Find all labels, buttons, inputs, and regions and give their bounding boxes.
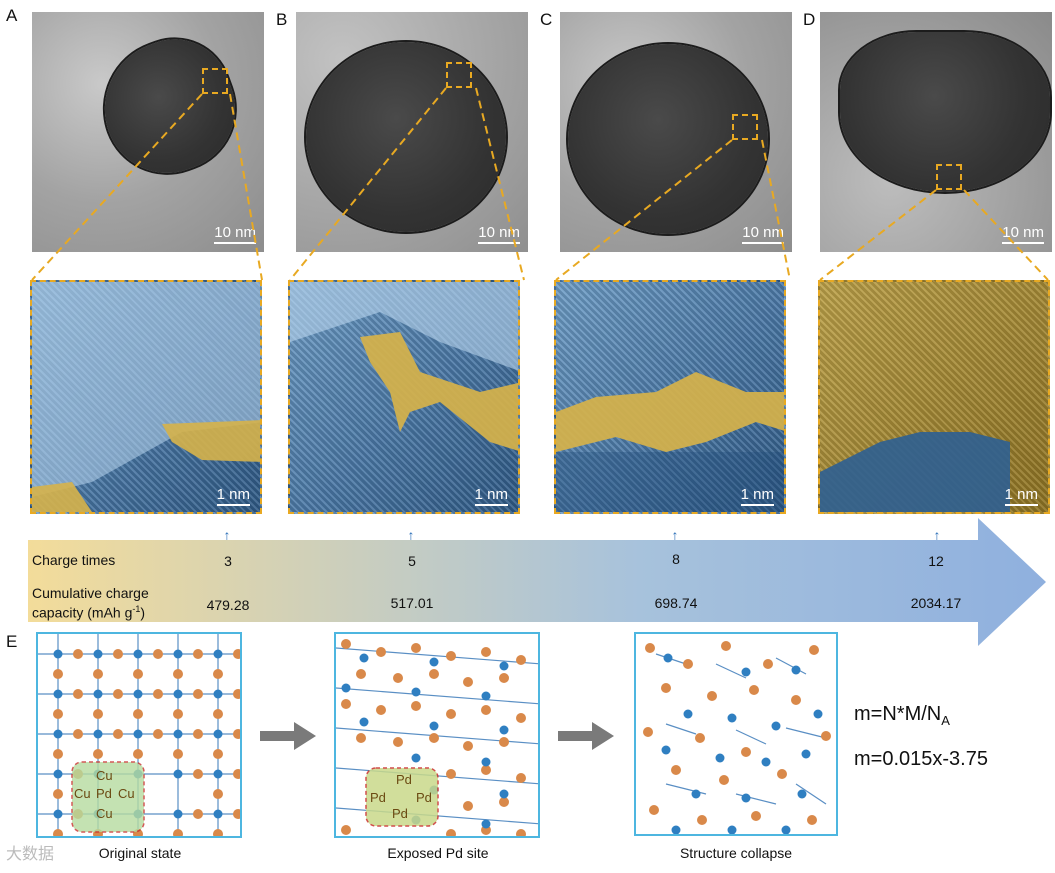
site-label-pd-right: Pd: [416, 790, 432, 805]
charge-times-3: 8: [672, 551, 680, 567]
capacity-value-3: 698.74: [654, 595, 698, 611]
highlight-site-exposed: [365, 767, 439, 827]
roi-box-b: [446, 62, 472, 88]
arrow-exposed-to-collapse: [558, 722, 614, 750]
capacity-value-2: 517.01: [390, 595, 434, 611]
caption-original: Original state: [98, 845, 182, 861]
site-label-pd-top: Pd: [396, 772, 412, 787]
tem-image-b: 10 nm: [296, 12, 528, 252]
panel-letter-d: D: [803, 10, 816, 29]
site-label-pd-bottom: Pd: [392, 806, 408, 821]
panel-letter-b: B: [276, 10, 288, 29]
lattice-collapse: [643, 641, 831, 834]
zoom-connectors: [31, 87, 1049, 281]
roi-box-a: [202, 68, 228, 94]
lattice-original: [38, 634, 240, 836]
scale-bar-a: 10 nm: [214, 224, 256, 244]
site-label-cu-bottom: Cu: [96, 806, 113, 821]
charge-times-label: Charge times: [32, 552, 116, 568]
charge-times-4: 12: [928, 553, 944, 569]
capacity-value-1: 479.28: [206, 597, 250, 613]
site-label-cu-left: Cu: [74, 786, 91, 801]
caption-exposed: Exposed Pd site: [387, 845, 489, 861]
hrtem-zoom-c: 1 nm: [554, 280, 786, 514]
tem-image-c: 10 nm: [560, 12, 792, 252]
timeline-arrow: [28, 518, 1046, 646]
highlight-site-original: [71, 761, 145, 833]
capacity-value-4: 2034.17: [910, 595, 962, 611]
caption-collapse: Structure collapse: [679, 845, 793, 861]
hrtem-zoom-d: 1 nm: [818, 280, 1050, 514]
scale-bar-c: 10 nm: [742, 224, 784, 244]
capacity-label: Cumulative charge capacity (mAh g-1): [32, 585, 149, 621]
roi-box-d: [936, 164, 962, 190]
site-label-pd-left: Pd: [370, 790, 386, 805]
panel-letter-a: A: [6, 6, 18, 25]
scale-bar-b: 10 nm: [478, 224, 520, 244]
site-label-pd-center: Pd: [96, 786, 112, 801]
equation-linear-fit: m=0.015x-3.75: [854, 748, 988, 770]
site-label-cu-right: Cu: [118, 786, 135, 801]
tem-image-a: 10 nm: [32, 12, 264, 252]
scale-bar-d: 10 nm: [1002, 224, 1044, 244]
charge-times-1: 3: [224, 553, 232, 569]
watermark: 大数据: [6, 846, 55, 863]
hrtem-zoom-a: 1 nm: [30, 280, 262, 514]
arrow-up-c: ↑: [671, 527, 679, 543]
equation-mass-formula: m=N*M/NA: [854, 703, 950, 728]
arrow-up-a: ↑: [223, 527, 231, 543]
hrtem-zoom-b: 1 nm: [288, 280, 520, 514]
arrow-up-b: ↑: [407, 527, 415, 543]
site-label-cu-top: Cu: [96, 768, 113, 783]
structure-exposed: Pd Pd Pd Pd: [334, 632, 540, 838]
structure-original: Cu Cu Pd Cu Cu: [36, 632, 242, 838]
arrow-up-d: ↑: [933, 527, 941, 543]
panel-letter-e: E: [6, 632, 18, 651]
roi-box-c: [732, 114, 758, 140]
charge-times-2: 5: [408, 553, 416, 569]
structure-collapse: [634, 632, 838, 836]
tem-image-d: 10 nm: [820, 12, 1052, 252]
panel-letter-c: C: [540, 10, 553, 29]
arrow-original-to-exposed: [260, 722, 316, 750]
lattice-exposed: [336, 639, 538, 836]
